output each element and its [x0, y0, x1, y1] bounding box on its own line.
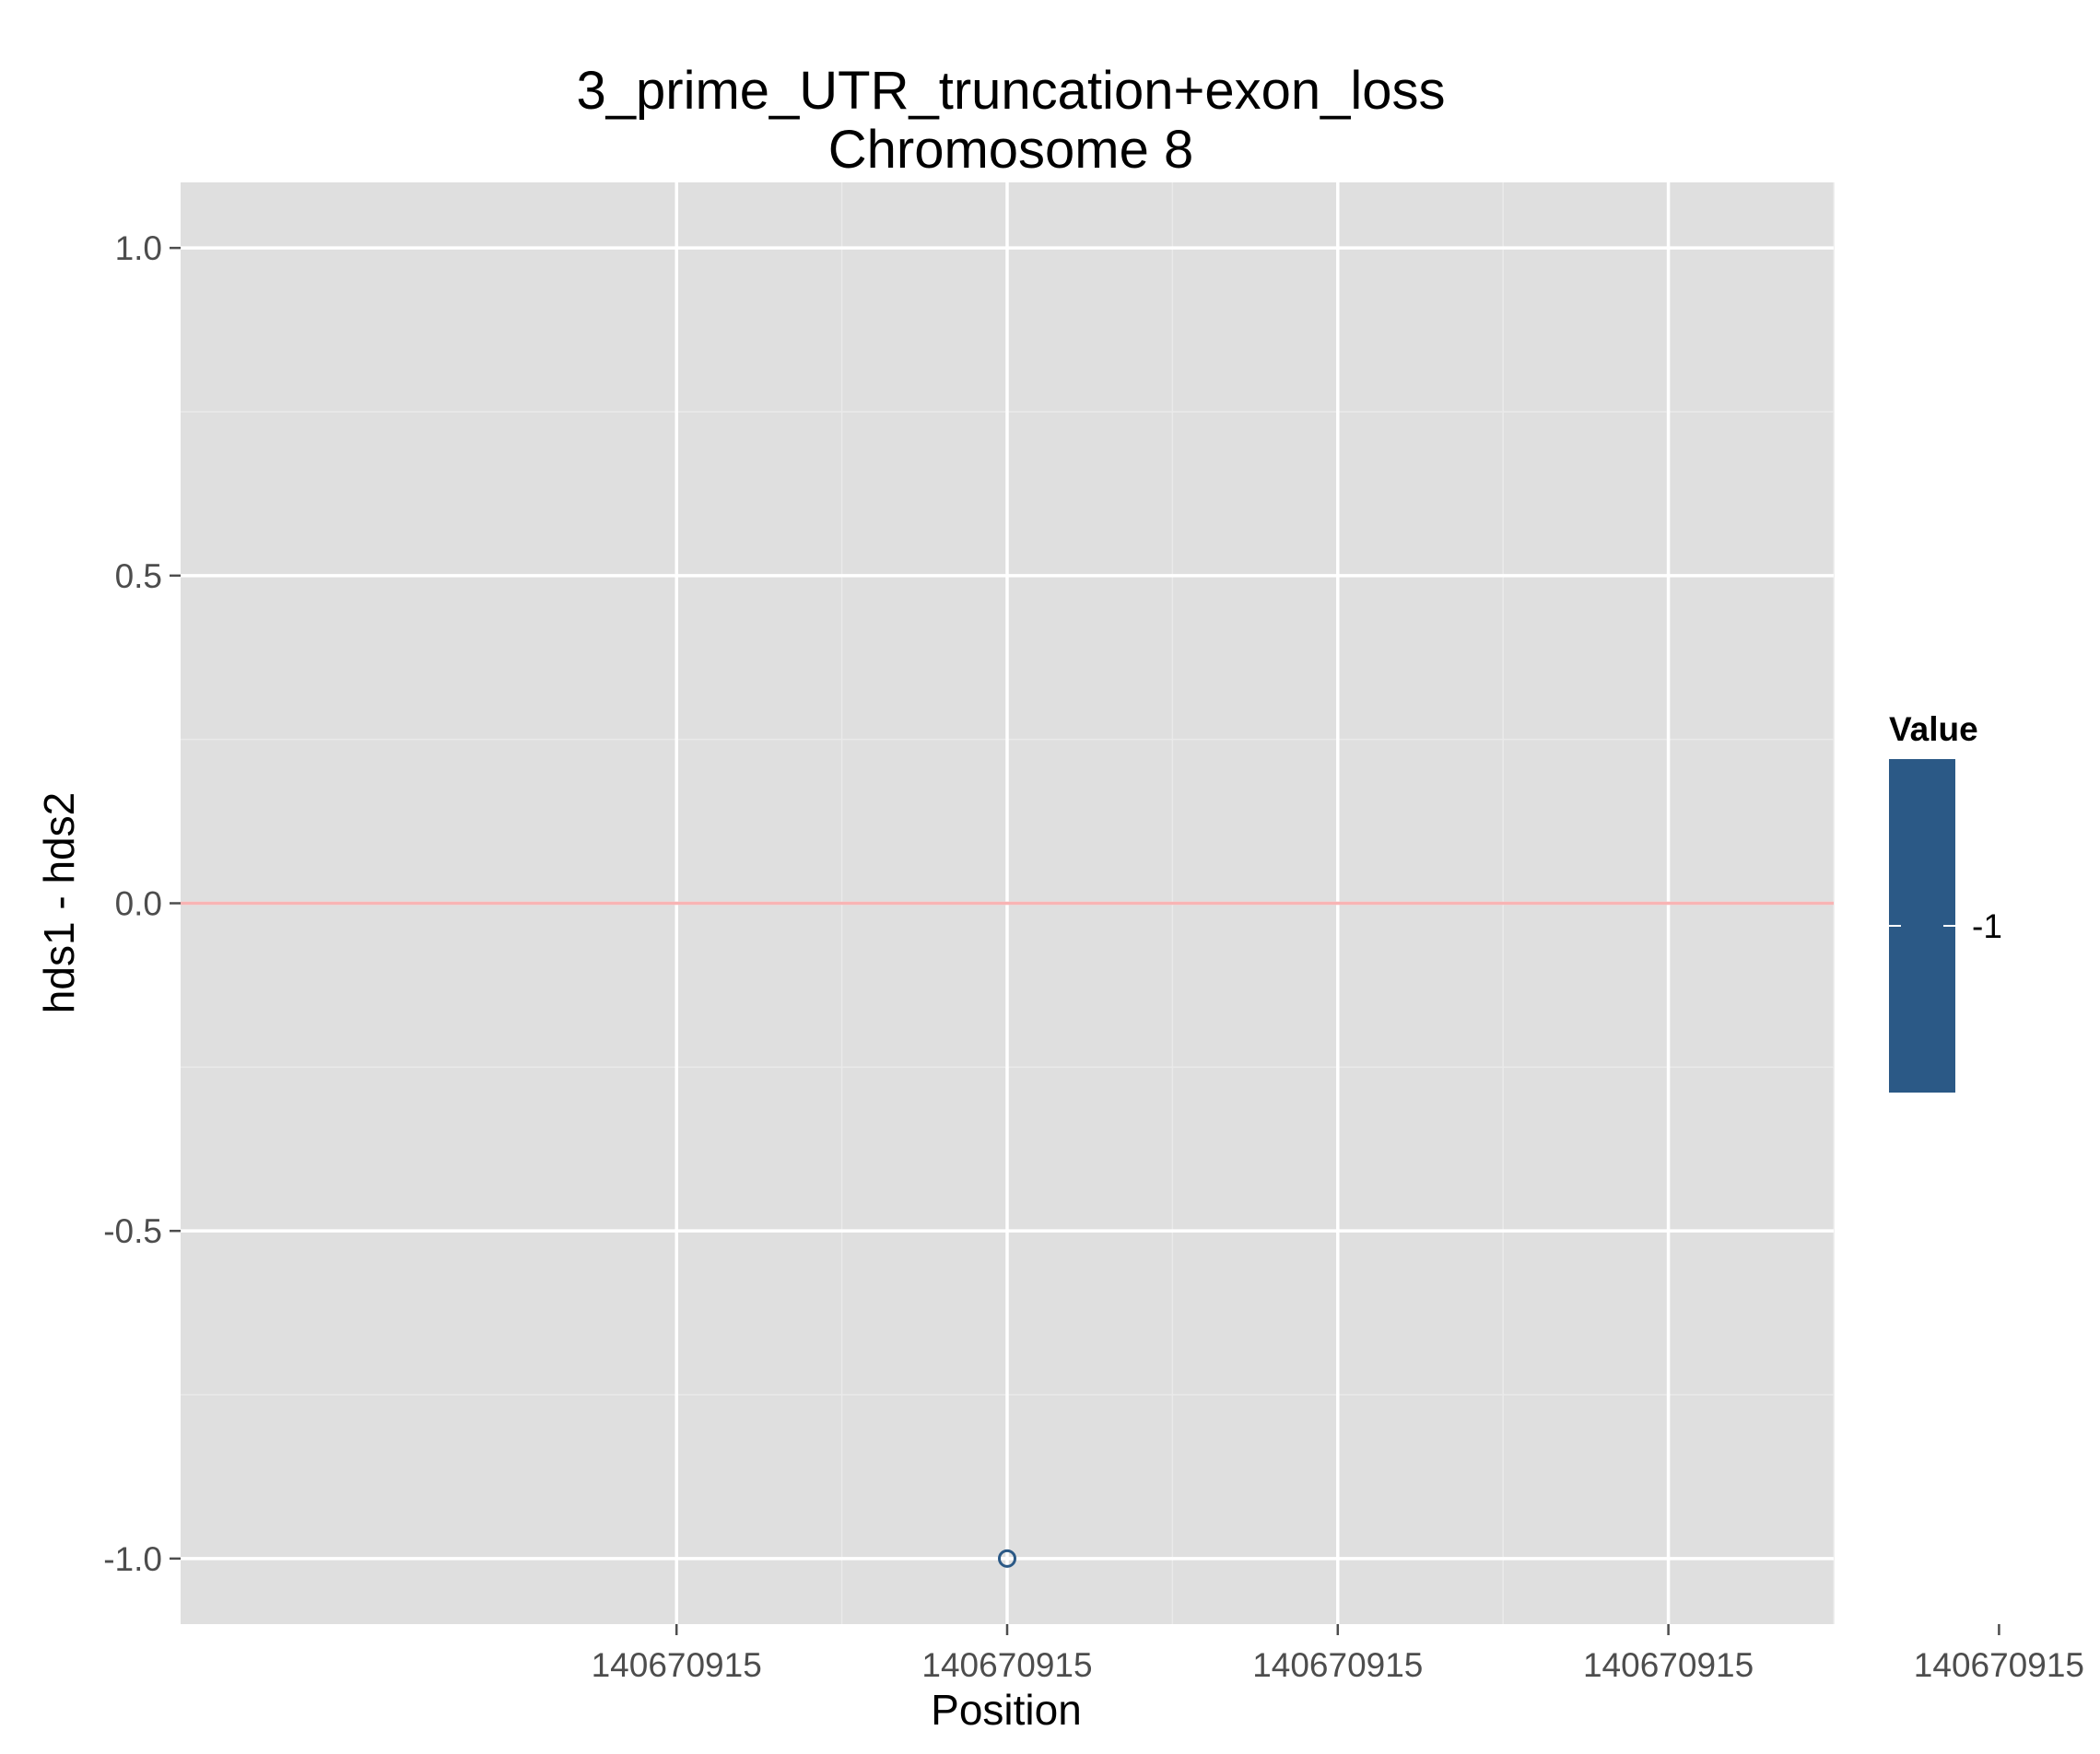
- data-point: [998, 1549, 1016, 1568]
- y-tick-label: 0.0: [115, 885, 162, 923]
- x-tick-label: 140670915: [592, 1646, 762, 1684]
- y-tick-label: 0.5: [115, 557, 162, 595]
- chart-title-line2: Chromosome 8: [828, 120, 1193, 180]
- x-tick-label: 140670915: [1583, 1646, 1754, 1684]
- chart-title-line1: 3_prime_UTR_truncation+exon_loss: [576, 61, 1445, 121]
- legend-title: Value: [1889, 710, 1978, 748]
- x-axis-title: Position: [931, 1686, 1082, 1734]
- y-tick-label: -1.0: [103, 1540, 162, 1578]
- legend-label: -1: [1972, 907, 2002, 945]
- y-axis: 1.0 0.5 0.0 -0.5 -1.0: [103, 229, 181, 1578]
- x-tick-label: 140670915: [1914, 1646, 2084, 1684]
- x-axis: 140670915 140670915 140670915 140670915 1406…: [592, 1624, 2084, 1684]
- legend: Value -1: [1889, 710, 2002, 1093]
- x-tick-label: 140670915: [921, 1646, 1092, 1684]
- y-axis-title: hds1 - hds2: [35, 792, 83, 1013]
- y-tick-label: 1.0: [115, 229, 162, 267]
- data-points: [998, 1549, 1016, 1568]
- y-tick-label: -0.5: [103, 1212, 162, 1250]
- x-tick-label: 140670915: [1252, 1646, 1423, 1684]
